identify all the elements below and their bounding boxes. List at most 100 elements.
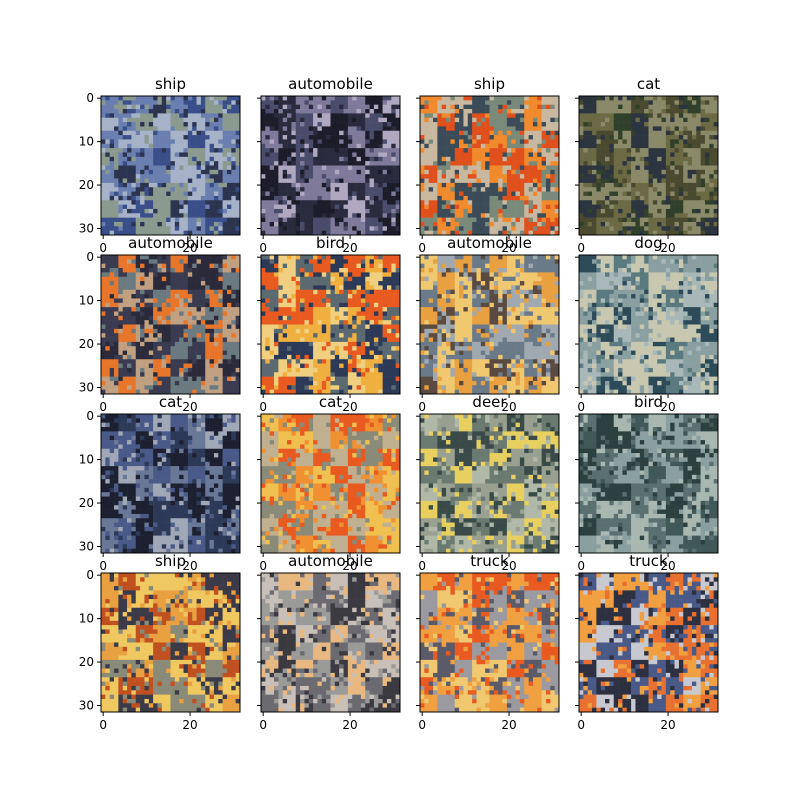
pixel <box>226 139 232 145</box>
pixel <box>696 195 701 201</box>
pixel <box>192 311 197 317</box>
pixel <box>515 96 521 101</box>
pixel <box>386 100 392 105</box>
pixel <box>287 109 292 114</box>
pixel <box>713 156 719 162</box>
pixel <box>200 341 206 347</box>
pixel <box>657 117 662 123</box>
pixel <box>148 372 154 377</box>
pixel <box>170 324 176 330</box>
pixel <box>373 148 379 153</box>
pixel <box>187 195 193 201</box>
pixel <box>369 126 375 132</box>
pixel <box>282 100 288 105</box>
pixel <box>135 156 141 162</box>
pixel <box>395 122 401 127</box>
pixel <box>352 226 357 231</box>
pixel <box>661 109 667 114</box>
pixel <box>356 148 362 153</box>
pixel <box>170 139 176 145</box>
pixel <box>395 230 401 236</box>
pixel <box>670 143 675 149</box>
pixel <box>265 148 270 153</box>
pixel <box>420 195 425 201</box>
pixel <box>395 174 401 179</box>
pixel <box>454 117 460 123</box>
pixel <box>269 204 275 210</box>
pixel <box>278 230 284 236</box>
pixel <box>347 126 353 132</box>
pixel <box>378 178 383 184</box>
pixel <box>437 174 443 179</box>
pixel <box>592 200 597 205</box>
pixel <box>391 117 396 123</box>
pixel <box>161 272 167 278</box>
pixel <box>433 213 438 218</box>
pixel <box>395 221 401 227</box>
pixel <box>144 311 150 317</box>
pixel <box>326 117 331 123</box>
pixel <box>587 148 593 153</box>
pixel <box>118 126 124 132</box>
pixel <box>700 156 706 162</box>
pixel <box>231 174 236 179</box>
pixel <box>157 213 163 218</box>
pixel <box>489 204 495 210</box>
pixel <box>187 165 193 171</box>
pixel <box>365 230 370 236</box>
pixel <box>122 363 128 369</box>
pixel <box>261 174 266 179</box>
pixel <box>424 226 429 231</box>
pixel <box>218 208 223 214</box>
pixel <box>613 139 619 145</box>
pixel <box>226 341 232 347</box>
pixel <box>179 165 184 171</box>
pixel <box>618 174 623 179</box>
pixel <box>326 156 331 162</box>
pixel <box>365 113 370 119</box>
pixel <box>713 152 719 158</box>
pixel <box>519 195 525 201</box>
pixel <box>454 191 460 197</box>
pixel <box>545 143 551 149</box>
pixel <box>618 148 623 153</box>
pixel <box>532 204 538 210</box>
pixel <box>515 230 521 236</box>
pixel <box>365 109 370 114</box>
pixel <box>205 161 210 166</box>
pixel <box>596 213 602 218</box>
pixel <box>395 204 401 210</box>
pixel <box>261 178 266 184</box>
pixel <box>343 230 349 236</box>
pixel <box>528 230 534 236</box>
pixel <box>231 217 236 223</box>
pixel <box>360 156 366 162</box>
pixel <box>226 272 232 278</box>
pixel <box>420 152 425 158</box>
pixel <box>360 139 366 145</box>
pixel <box>161 221 167 227</box>
pixel <box>334 187 340 192</box>
pixel <box>485 100 490 105</box>
pixel <box>174 230 180 236</box>
pixel <box>131 285 137 291</box>
pixel <box>600 195 606 201</box>
pixel <box>157 281 163 286</box>
pixel <box>661 152 667 158</box>
pixel <box>454 143 460 149</box>
pixel <box>222 333 228 338</box>
pixel <box>450 96 456 101</box>
pixel <box>330 213 336 218</box>
pixel <box>506 104 512 110</box>
pixel <box>226 178 232 184</box>
pixel <box>282 221 288 227</box>
pixel <box>480 200 486 205</box>
pixel <box>213 143 219 149</box>
pixel <box>506 226 512 231</box>
pixel <box>101 259 106 264</box>
pixel <box>179 350 184 356</box>
pixel <box>222 226 228 231</box>
pixel <box>226 230 232 236</box>
pixel <box>683 148 688 153</box>
pixel <box>554 104 560 110</box>
